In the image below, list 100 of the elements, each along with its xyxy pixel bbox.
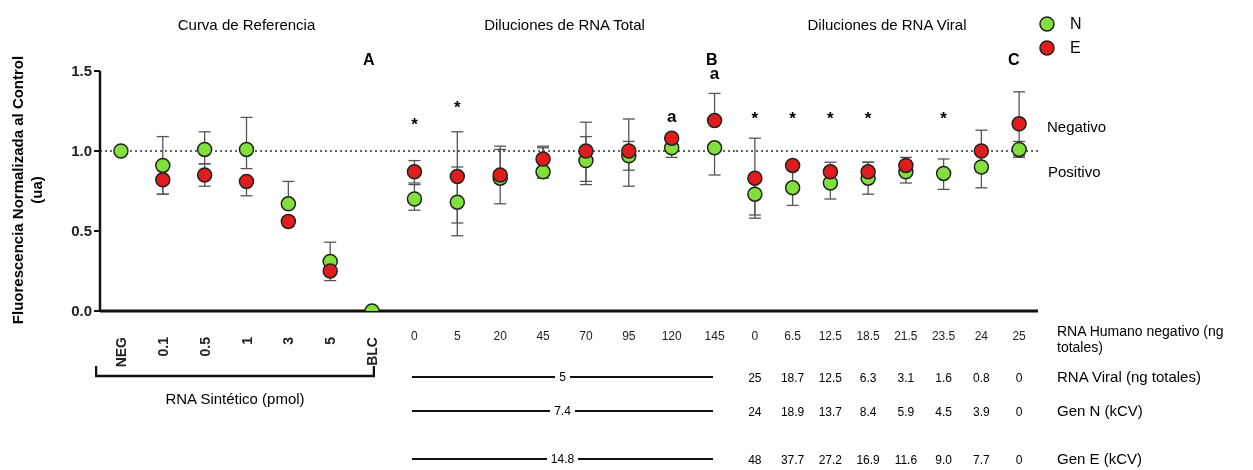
chart-title: Diluciones de RNA Viral [806, 16, 968, 33]
x-tick-label: 70 [579, 328, 593, 343]
text: 16.9 [855, 453, 881, 467]
y-tick-label: 1.5 [71, 62, 92, 80]
x-tick-label: 21.5 [894, 328, 918, 343]
text: 18.9 [779, 405, 806, 419]
text: 7.7 [972, 453, 991, 467]
text: 3.9 [972, 405, 991, 419]
point [113, 143, 129, 159]
annotation: * [788, 109, 797, 129]
point [238, 173, 255, 190]
annotation: a [665, 107, 678, 128]
text: 14.8 [549, 452, 576, 466]
text: 37.7 [779, 453, 806, 467]
point [280, 196, 297, 212]
point [322, 263, 338, 279]
annotation: * [750, 109, 760, 129]
text: 48 [747, 453, 763, 467]
annotation: * [863, 109, 873, 129]
x-tick-label: 6.5 [784, 328, 802, 343]
point [747, 170, 763, 186]
text: 6.3 [858, 371, 878, 385]
x-tick-label: 5 [322, 336, 339, 345]
text: 0.8 [972, 371, 991, 385]
y-tick-label: 0.0 [71, 302, 92, 320]
x-tick-label: 18.5 [856, 328, 881, 343]
text: 1.6 [934, 371, 953, 385]
point [535, 151, 551, 167]
x-tick-label: 0.5 [196, 336, 213, 357]
x-axis-title: RNA Sintético (pmol) [164, 390, 306, 407]
x-tick-label: 120 [661, 328, 683, 343]
x-tick-label: 5 [453, 328, 461, 343]
annotation: * [826, 109, 835, 129]
x-tick-label: 95 [622, 328, 636, 343]
point [449, 194, 466, 210]
text: 13.7 [817, 405, 844, 419]
x-tick-label: 145 [704, 328, 725, 343]
point [973, 143, 990, 159]
text: RNA Viral (ng totales) [1057, 368, 1201, 385]
text: Positivo [1048, 163, 1101, 180]
text: 5 [558, 370, 567, 384]
point [747, 186, 763, 202]
point [449, 168, 466, 185]
point [406, 164, 423, 180]
point [706, 140, 723, 156]
text: 4.5 [934, 405, 953, 419]
point [238, 141, 255, 158]
x-tick-label: BLC [364, 337, 381, 366]
x-tick-label: NEG [112, 336, 129, 368]
text: 0 [1014, 405, 1024, 419]
x-tick-label: 45 [536, 328, 551, 343]
point [973, 159, 990, 175]
point [196, 167, 213, 183]
text: 11.6 [893, 453, 919, 467]
point [706, 112, 723, 129]
text: 8.4 [858, 405, 878, 419]
text: 27.2 [817, 453, 844, 467]
text: 24 [747, 405, 763, 419]
legend-label: N [1070, 15, 1082, 33]
annotation: * [939, 109, 948, 129]
y-tick-label: 1.0 [71, 142, 92, 160]
point [621, 143, 637, 159]
x-tick-label: 0 [751, 328, 759, 343]
text: 5.9 [896, 405, 916, 419]
point [784, 157, 801, 174]
y-tick-label: 0.5 [71, 222, 92, 240]
text: Negativo [1047, 118, 1107, 135]
annotation: * [410, 115, 419, 136]
point [535, 164, 551, 180]
x-tick-label: 25 [1012, 328, 1027, 343]
text: 0 [1014, 371, 1024, 385]
point [784, 180, 801, 196]
point [406, 191, 423, 207]
x-tick-label: 1 [238, 336, 255, 345]
x-tick-label: 20 [493, 328, 508, 343]
text: 9.0 [934, 453, 953, 467]
point [1011, 116, 1027, 132]
annotation: * [453, 97, 462, 118]
point [196, 141, 213, 158]
text: 12.5 [817, 371, 844, 385]
chart-title: Curva de Referencia [176, 16, 317, 33]
point [155, 157, 171, 174]
text: 18.7 [779, 371, 806, 385]
x-tick-label: 23.5 [931, 328, 956, 343]
point [663, 130, 680, 146]
text: 0 [1014, 453, 1024, 467]
chart-title: Diluciones de RNA Total [483, 16, 646, 33]
text: Gen N (kCV) [1057, 402, 1143, 419]
text: 7.4 [553, 404, 572, 418]
text: Gen E (kCV) [1057, 450, 1143, 467]
point [578, 143, 594, 159]
text: A [363, 51, 375, 69]
x-tick-label: 12.5 [818, 328, 843, 343]
x-tick-label: 0.1 [154, 336, 171, 357]
text: C [1008, 51, 1020, 69]
point [935, 165, 952, 182]
x-tick-label: 0 [411, 328, 419, 343]
point [155, 172, 171, 188]
text: 25 [747, 371, 763, 385]
text: RNA Humano negativo (ng totales) [1057, 323, 1225, 355]
